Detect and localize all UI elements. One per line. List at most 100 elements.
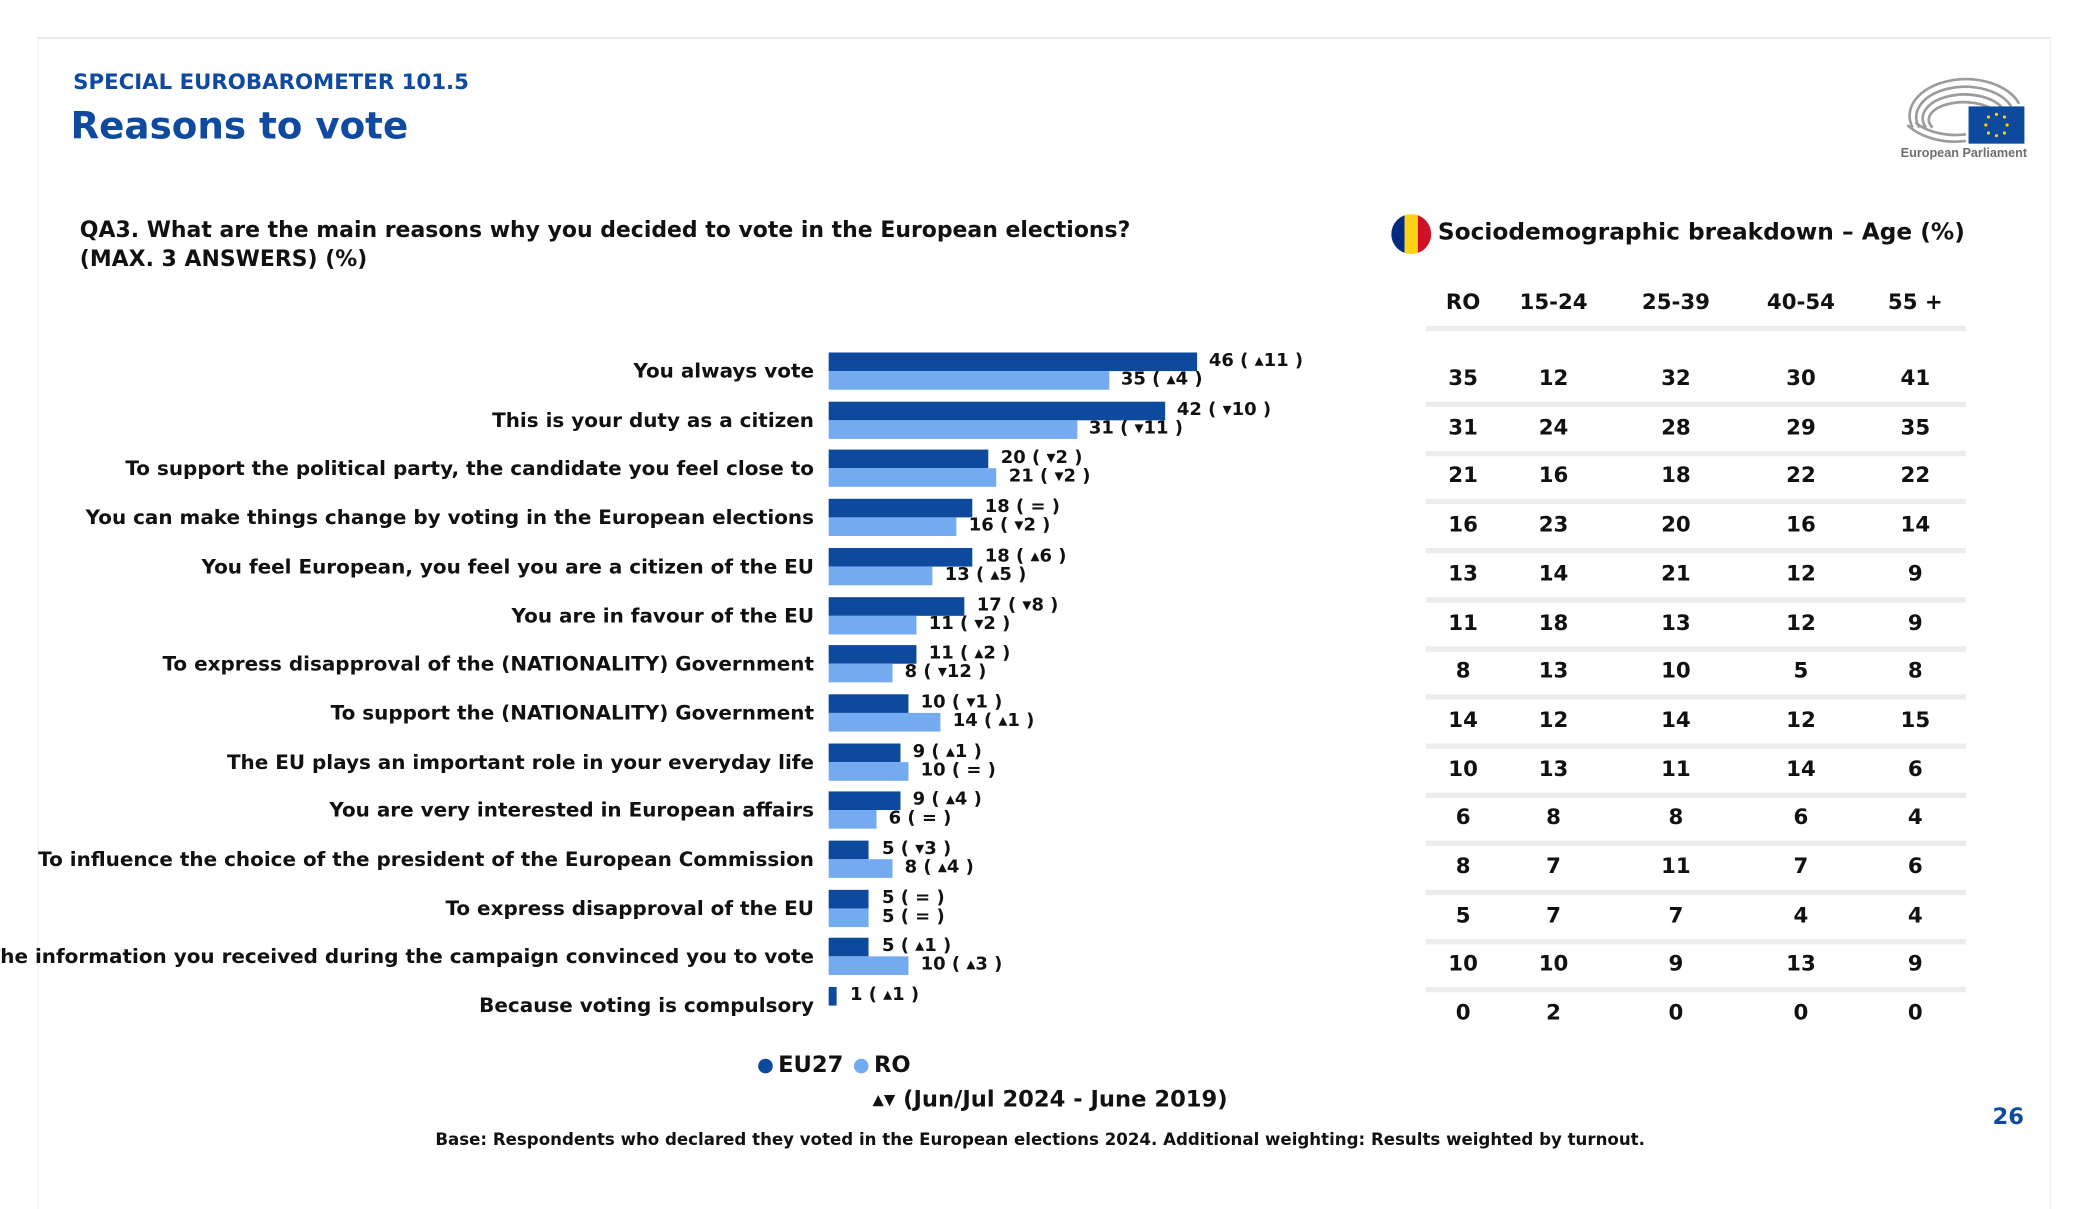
table-cell: 22 bbox=[1900, 462, 1931, 489]
table-cell: 28 bbox=[1661, 413, 1691, 440]
table-cell: 5 bbox=[1455, 902, 1471, 928]
table-cell: 18 bbox=[1538, 609, 1569, 635]
table-cell: 6 bbox=[1455, 804, 1471, 830]
table-cell: 20 bbox=[1661, 511, 1691, 537]
table-cell: 5 bbox=[1793, 657, 1809, 684]
table-cell: 13 bbox=[1786, 950, 1816, 977]
category-label: To express disapproval of the (NATIONALI… bbox=[162, 651, 815, 676]
question-text: QA3. What are the main reasons why you d… bbox=[80, 215, 1131, 274]
table-cell: 6 bbox=[1907, 755, 1923, 781]
eu27-value-label: 5 ( = ) bbox=[881, 886, 945, 909]
table-cell: 13 bbox=[1448, 560, 1478, 586]
table-cell: 0 bbox=[1907, 999, 1923, 1025]
row-divider bbox=[1425, 450, 1966, 456]
table-cell: 14 bbox=[1538, 560, 1569, 586]
ro-value-label: 10 ( = ) bbox=[920, 758, 996, 781]
table-cell: 32 bbox=[1661, 365, 1691, 391]
ro-value-label: 11 ( ▾2 ) bbox=[928, 612, 1011, 634]
category-label: The information you received during the … bbox=[0, 944, 815, 969]
table-cell: 8 bbox=[1455, 657, 1471, 684]
table-cell: 14 bbox=[1786, 755, 1816, 781]
table-cell: 0 bbox=[1793, 999, 1809, 1025]
legend-swatch-eu27 bbox=[758, 1058, 773, 1073]
legend-label-eu27: EU27 bbox=[778, 1052, 844, 1079]
eu27-bar bbox=[828, 596, 965, 616]
table-cell: 4 bbox=[1907, 902, 1923, 928]
eu27-value-label: 18 ( = ) bbox=[984, 496, 1060, 518]
category-label: You are very interested in European affa… bbox=[329, 798, 815, 823]
ro-value-label: 16 ( ▾2 ) bbox=[968, 514, 1051, 537]
column-header: 15-24 bbox=[1519, 289, 1588, 315]
ro-bar bbox=[828, 517, 957, 537]
row-divider bbox=[1425, 596, 1966, 603]
table-cell: 41 bbox=[1900, 365, 1931, 391]
column-header: RO bbox=[1445, 289, 1481, 315]
table-cell: 15 bbox=[1900, 706, 1931, 733]
category-label: You are in favour of the EU bbox=[511, 603, 815, 628]
table-cell: 10 bbox=[1448, 755, 1478, 781]
page-title: Reasons to vote bbox=[70, 103, 409, 148]
table-cell: 12 bbox=[1538, 365, 1569, 391]
eu27-value-label: 18 ( ▴6 ) bbox=[984, 545, 1067, 567]
column-header: 40-54 bbox=[1766, 289, 1835, 315]
table-cell: 10 bbox=[1538, 950, 1569, 977]
table-cell: 13 bbox=[1538, 755, 1569, 781]
table-cell: 16 bbox=[1538, 462, 1569, 489]
ro-bar bbox=[828, 761, 909, 781]
legend-label-ro: RO bbox=[873, 1052, 911, 1079]
table-cell: 10 bbox=[1661, 657, 1691, 684]
category-label: You feel European, you feel you are a ci… bbox=[201, 554, 815, 579]
table-cell: 11 bbox=[1448, 609, 1478, 635]
ro-bar bbox=[828, 419, 1077, 439]
row-divider bbox=[1425, 401, 1966, 408]
row-divider bbox=[1425, 841, 1966, 847]
table-cell: 8 bbox=[1668, 804, 1684, 830]
european-parliament-logo bbox=[1906, 77, 2025, 144]
table-cell: 4 bbox=[1907, 804, 1923, 830]
table-cell: 12 bbox=[1538, 706, 1569, 733]
table-cell: 11 bbox=[1661, 853, 1691, 879]
category-label: To influence the choice of the president… bbox=[38, 847, 815, 872]
table-cell: 12 bbox=[1786, 560, 1816, 586]
breakdown-title: Sociodemographic breakdown – Age (%) bbox=[1437, 219, 1965, 247]
base-note: Base: Respondents who declared they vote… bbox=[435, 1129, 1645, 1150]
table-cell: 21 bbox=[1448, 462, 1478, 489]
eu27-bar bbox=[828, 987, 837, 1006]
row-divider bbox=[1425, 743, 1966, 749]
ro-value-label: 35 ( ▴4 ) bbox=[1120, 368, 1203, 390]
table-cell: 7 bbox=[1668, 902, 1684, 928]
table-cell: 8 bbox=[1907, 657, 1923, 684]
table-cell: 21 bbox=[1661, 560, 1691, 586]
ro-bar bbox=[828, 663, 893, 683]
table-cell: 24 bbox=[1538, 413, 1569, 440]
table-cell: 7 bbox=[1546, 902, 1561, 928]
column-header: 55 + bbox=[1887, 289, 1943, 315]
eu27-value-label: 1 ( ▴1 ) bbox=[849, 984, 920, 1006]
eu27-bar bbox=[828, 450, 989, 469]
category-label: The EU plays an important role in your e… bbox=[226, 749, 815, 774]
ro-value-label: 6 ( = ) bbox=[888, 807, 952, 830]
eu27-bar bbox=[828, 498, 973, 518]
question-line-2: (MAX. 3 ANSWERS) (%) bbox=[79, 246, 368, 272]
table-cell: 30 bbox=[1786, 365, 1816, 391]
logo-text: European Parliament bbox=[1900, 146, 2028, 161]
legend-swatch-ro bbox=[854, 1058, 869, 1073]
table-cell: 31 bbox=[1448, 413, 1478, 440]
table-cell: 7 bbox=[1793, 853, 1809, 879]
table-cell: 12 bbox=[1786, 609, 1816, 635]
ro-bar bbox=[828, 956, 909, 976]
row-divider bbox=[1425, 325, 1966, 332]
eu27-value-label: 11 ( ▴2 ) bbox=[928, 642, 1011, 664]
eu27-bar bbox=[828, 694, 909, 713]
column-header: 25-39 bbox=[1641, 289, 1710, 315]
ro-bar bbox=[828, 859, 893, 878]
ro-value-label: 10 ( ▴3 ) bbox=[920, 954, 1003, 976]
eu27-bar bbox=[828, 547, 973, 567]
eu27-bar bbox=[828, 938, 869, 957]
category-label: This is your duty as a citizen bbox=[492, 407, 815, 432]
row-divider bbox=[1425, 499, 1966, 505]
table-cell: 29 bbox=[1786, 413, 1816, 440]
table-cell: 12 bbox=[1786, 706, 1816, 733]
table-cell: 23 bbox=[1538, 511, 1569, 537]
row-divider bbox=[1425, 548, 1966, 554]
